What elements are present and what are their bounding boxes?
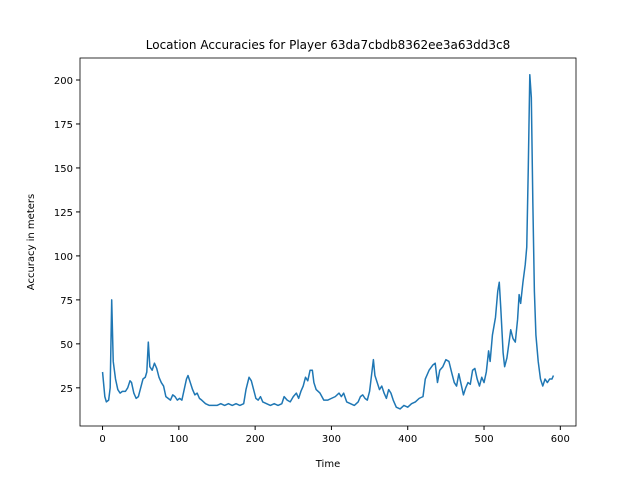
y-tick-label: 75 [60, 296, 73, 307]
y-tick-label: 150 [54, 164, 73, 175]
y-tick-label: 200 [54, 76, 73, 87]
y-tick-label: 175 [54, 120, 73, 131]
y-tick-label: 100 [54, 252, 73, 263]
y-axis-label: Accuracy in meters [26, 194, 37, 290]
x-tick-label: 500 [474, 434, 493, 445]
x-tick-label: 200 [246, 434, 265, 445]
x-tick-label: 100 [169, 434, 188, 445]
axes-frame [79, 57, 577, 427]
y-tick-label: 125 [54, 208, 73, 219]
chart-title: Location Accuracies for Player 63da7cbdb… [146, 38, 511, 52]
x-tick-label: 300 [322, 434, 341, 445]
x-tick-label: 0 [99, 434, 105, 445]
y-tick-label: 50 [60, 340, 73, 351]
data-line [101, 73, 555, 410]
y-tick-label: 25 [60, 384, 73, 395]
x-tick-label: 600 [551, 434, 570, 445]
x-tick-label: 400 [398, 434, 417, 445]
x-axis-label: Time [315, 459, 340, 470]
